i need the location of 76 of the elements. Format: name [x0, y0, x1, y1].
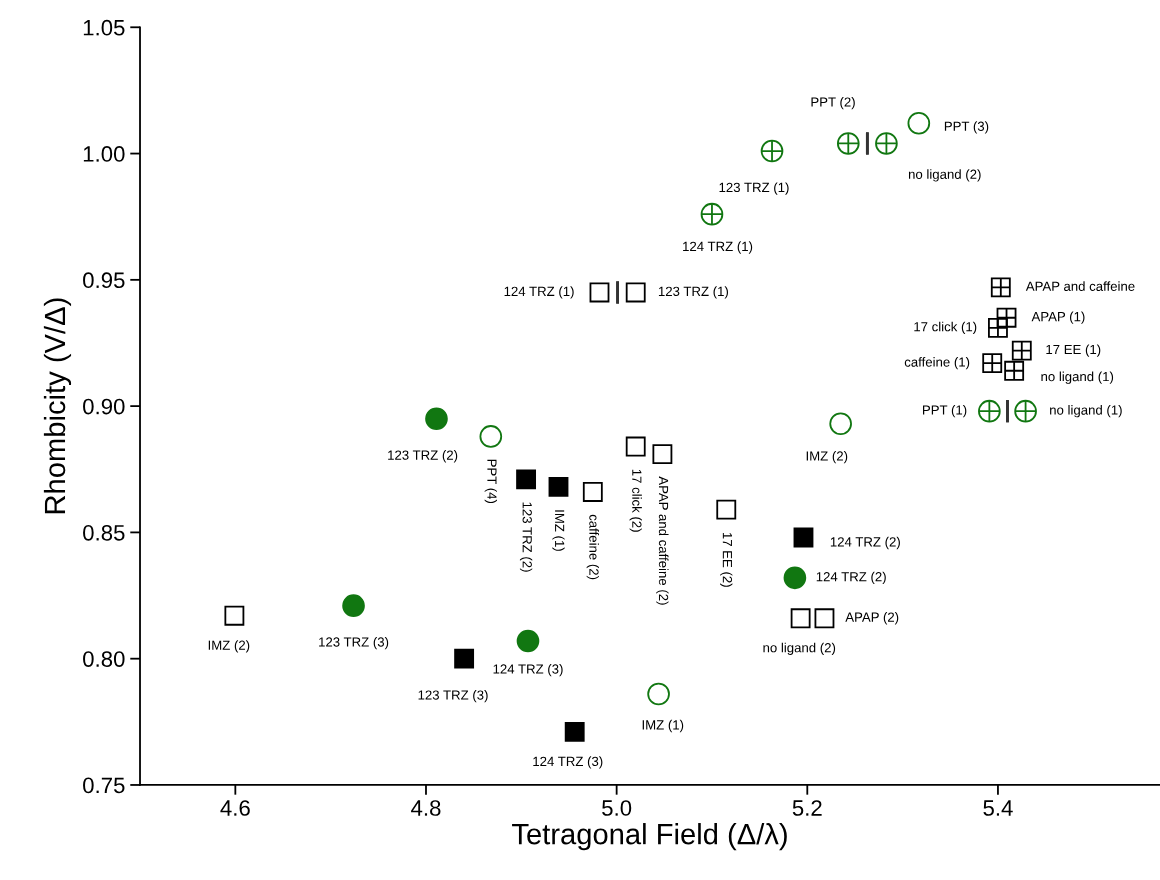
point: [516, 629, 540, 653]
point: [425, 407, 448, 431]
point: [829, 412, 852, 436]
point: [793, 527, 814, 548]
annotation: no ligand (2): [908, 169, 981, 182]
annotation: 124 TRZ (1): [683, 241, 753, 254]
point: [652, 444, 673, 465]
point: [342, 594, 365, 617]
annotation: caffeine (1): [904, 357, 970, 370]
point: [1011, 340, 1032, 361]
point: [790, 608, 811, 629]
y-axis-title: Rhombicity (V/Δ): [43, 298, 72, 514]
annotation: 17 EE (1): [1046, 344, 1101, 357]
point: [625, 436, 646, 457]
point: [516, 469, 537, 490]
annotation: 17 EE (2): [720, 532, 733, 587]
annotation: 124 TRZ (2): [830, 536, 900, 550]
annotation: IMZ (1): [642, 719, 684, 733]
annotation: no ligand (2): [763, 642, 836, 655]
annotation: caffeine (2): [586, 514, 599, 580]
annotation: APAP (2): [845, 612, 899, 625]
annotation: APAP (1): [1031, 311, 1085, 324]
point: [1014, 399, 1037, 423]
annotation: PPT (4): [484, 459, 497, 504]
y-tick-label: 0.95: [83, 272, 125, 289]
point: [990, 277, 1011, 298]
annotation: 17 click (2): [629, 469, 642, 532]
point: [978, 399, 1001, 423]
y-tick-label: 0.80: [83, 651, 125, 667]
annotation: 17 click (1): [914, 321, 977, 334]
annotation: PPT (3): [944, 121, 989, 134]
annotation: 124 TRZ (3): [533, 756, 603, 769]
y-tick-label: 1.05: [83, 19, 125, 36]
point: [625, 282, 646, 303]
annotation: 123 TRZ (2): [388, 450, 458, 463]
point: [224, 605, 245, 626]
y-tick-label: 0.85: [83, 524, 125, 541]
annotation: PPT (2): [811, 97, 855, 110]
point: [582, 482, 603, 502]
point: [548, 477, 569, 497]
point: [564, 721, 585, 742]
annotation: no ligand (1): [1050, 405, 1122, 418]
annotation: IMZ (2): [806, 450, 848, 464]
point: [454, 648, 475, 669]
annotation: APAP and caffeine: [1025, 281, 1135, 291]
annotation: 123 TRZ (1): [719, 182, 789, 195]
y-tick-label: 1.00: [83, 146, 125, 162]
annotation: 124 TRZ (3): [493, 664, 563, 677]
x-tick-label: 5.0: [602, 800, 632, 816]
point: [647, 682, 670, 706]
point: [982, 353, 1003, 374]
y-tick-label: 0.75: [83, 777, 125, 794]
point: [479, 425, 503, 448]
annotation: 123 TRZ (3): [319, 636, 389, 650]
annotation: 124 TRZ (2): [816, 571, 886, 584]
annotation: no ligand (1): [1041, 371, 1114, 384]
x-tick-label: 5.4: [983, 800, 1013, 816]
point: [1004, 360, 1025, 381]
annotation: 124 TRZ (1): [504, 286, 574, 299]
point: [716, 499, 737, 520]
annotation: 123 TRZ (3): [418, 690, 488, 703]
point: [783, 566, 807, 590]
annotation: APAP and caffeine (2): [656, 476, 669, 605]
y-tick-label: 0.90: [83, 398, 125, 415]
annotation: PPT (1): [923, 405, 967, 418]
annotation: IMZ (1): [552, 510, 565, 551]
point: [589, 282, 610, 303]
x-tick-label: 4.6: [220, 800, 250, 816]
x-axis-title: Tetragonal Field (Δ/λ): [512, 823, 787, 851]
x-tick-label: 4.8: [411, 800, 441, 816]
annotation: 123 TRZ (2): [519, 502, 533, 572]
annotation: 123 TRZ (1): [658, 286, 728, 299]
point: [907, 111, 931, 135]
x-tick-label: 5.2: [792, 800, 822, 816]
point: [814, 608, 835, 629]
annotation: IMZ (2): [208, 640, 250, 653]
